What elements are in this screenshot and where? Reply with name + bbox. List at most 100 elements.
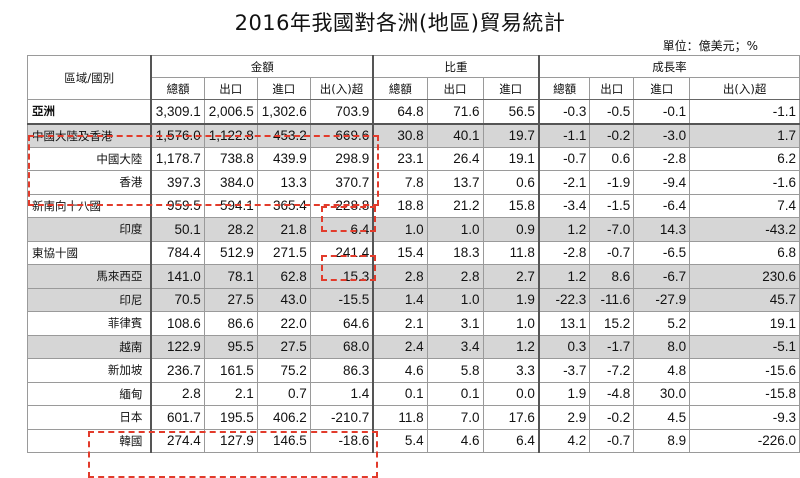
table-row-philippines: 菲律賓 108.6 86.6 22.0 64.6 2.1 3.1 1.0 13.1 15.2 5.2… — [27, 311, 800, 336]
amount-cell: 594.1 — [203, 193, 258, 218]
growth-cell: -15.6 — [689, 358, 800, 383]
growth-cell: 4.5 — [633, 405, 691, 430]
region-name-cell: 亞洲 — [27, 99, 152, 125]
growth-cell: -7.2 — [589, 358, 635, 383]
growth-cell: -9.4 — [633, 170, 691, 195]
amount-cell: 1.4 — [309, 381, 374, 406]
amount-cell: 298.9 — [309, 146, 374, 171]
amount-cell: 75.2 — [256, 358, 311, 383]
amount-cell: 78.1 — [203, 264, 258, 289]
share-cell: 26.4 — [426, 146, 484, 171]
amount-import-header: 進口 — [256, 77, 311, 100]
share-cell: 1.4 — [372, 287, 428, 312]
share-cell: 4.6 — [372, 358, 428, 383]
amount-cell: 28.2 — [203, 217, 258, 242]
growth-cell: -15.8 — [689, 381, 800, 406]
growth-cell: -6.5 — [633, 240, 691, 265]
growth-group-header: 成長率 — [537, 55, 800, 78]
growth-cell: 30.0 — [633, 381, 691, 406]
region-name-cell: 新南向十八國 — [27, 193, 152, 218]
amount-cell: 397.3 — [150, 170, 205, 195]
share-cell: 0.1 — [426, 381, 484, 406]
share-cell: 1.2 — [482, 334, 540, 359]
amount-cell: 274.4 — [150, 428, 205, 453]
growth-cell: -2.8 — [537, 240, 591, 265]
amount-cell: 365.4 — [256, 193, 311, 218]
share-cell: 17.6 — [482, 405, 540, 430]
table-row-myanmar: 緬甸 2.8 2.1 0.7 1.4 0.1 0.1 0.0 1.9 -4.8 30.0 -15.8 — [27, 381, 800, 406]
share-cell: 5.4 — [372, 428, 428, 453]
share-cell: 1.0 — [482, 311, 540, 336]
amount-cell: 1,178.7 — [150, 146, 205, 171]
share-cell: 1.9 — [482, 287, 540, 312]
share-import-header: 進口 — [482, 77, 540, 100]
growth-cell: 6.8 — [689, 240, 800, 265]
growth-cell: 1.2 — [537, 217, 591, 242]
table-row-vietnam: 越南 122.9 95.5 27.5 68.0 2.4 3.4 1.2 0.3 -1.7 8.0 -5… — [27, 334, 800, 359]
amount-cell: 784.4 — [150, 240, 205, 265]
growth-cell: 4.2 — [537, 428, 591, 453]
growth-cell: -4.8 — [589, 381, 635, 406]
amount-cell: -15.5 — [309, 287, 374, 312]
growth-cell: 8.9 — [633, 428, 691, 453]
growth-cell: -0.1 — [633, 99, 691, 125]
amount-cell: 68.0 — [309, 334, 374, 359]
growth-cell: -0.2 — [589, 123, 635, 148]
growth-cell: 7.4 — [689, 193, 800, 218]
amount-cell: 64.6 — [309, 311, 374, 336]
growth-cell: -6.7 — [633, 264, 691, 289]
share-cell: 5.8 — [426, 358, 484, 383]
amount-cell: 50.1 — [150, 217, 205, 242]
amount-cell: 6.4 — [309, 217, 374, 242]
region-name-cell: 新加坡 — [27, 358, 152, 383]
share-cell: 6.4 — [482, 428, 540, 453]
region-name-cell: 香港 — [27, 170, 152, 195]
growth-cell: -27.9 — [633, 287, 691, 312]
share-cell: 56.5 — [482, 99, 540, 125]
region-name-cell: 日本 — [27, 405, 152, 430]
share-group-header: 比重 — [372, 55, 540, 78]
table-row-japan: 日本 601.7 195.5 406.2 -210.7 11.8 7.0 17.6 2.9 -0.… — [27, 405, 800, 430]
share-cell: 15.8 — [482, 193, 540, 218]
growth-export-header: 出口 — [589, 77, 635, 100]
amount-cell: 21.8 — [256, 217, 311, 242]
share-cell: 1.0 — [372, 217, 428, 242]
growth-cell: -1.6 — [689, 170, 800, 195]
growth-balance-header: 出(入)超 — [689, 77, 800, 100]
table-row-new-southbound-18: 新南向十八國 959.5 594.1 365.4 228.8 18.8 21.2 15.8 -3… — [27, 193, 800, 218]
amount-cell: 13.3 — [256, 170, 311, 195]
amount-cell: 669.6 — [309, 123, 374, 148]
growth-cell: -3.0 — [633, 123, 691, 148]
share-cell: 18.8 — [372, 193, 428, 218]
region-name-cell: 越南 — [27, 334, 152, 359]
amount-cell: 2.1 — [203, 381, 258, 406]
growth-cell: -6.4 — [633, 193, 691, 218]
amount-cell: 2.8 — [150, 381, 205, 406]
growth-cell: 230.6 — [689, 264, 800, 289]
growth-cell: 14.3 — [633, 217, 691, 242]
region-name-cell: 中國大陸及香港 — [27, 123, 152, 148]
table-row-malaysia: 馬來西亞 141.0 78.1 62.8 15.3 2.8 2.8 2.7 1.2 8.6 -6.7… — [27, 264, 800, 289]
growth-cell: 0.3 — [537, 334, 591, 359]
amount-cell: 236.7 — [150, 358, 205, 383]
region-name-cell: 印度 — [27, 217, 152, 242]
share-cell: 0.9 — [482, 217, 540, 242]
growth-cell: 1.9 — [537, 381, 591, 406]
table-row-singapore: 新加坡 236.7 161.5 75.2 86.3 4.6 5.8 3.3 -3.7 -7.2 4.… — [27, 358, 800, 383]
amount-cell: 70.5 — [150, 287, 205, 312]
amount-cell: 22.0 — [256, 311, 311, 336]
amount-total-header: 總額 — [150, 77, 205, 100]
amount-cell: 512.9 — [203, 240, 258, 265]
amount-cell: 1,302.6 — [256, 99, 311, 125]
growth-cell: -0.7 — [589, 240, 635, 265]
share-cell: 30.8 — [372, 123, 428, 148]
region-name-cell: 韓國 — [27, 428, 152, 453]
table-row-india: 印度 50.1 28.2 21.8 6.4 1.0 1.0 0.9 1.2 -7.0 14.3 -43… — [27, 217, 800, 242]
share-cell: 1.0 — [426, 217, 484, 242]
region-name-cell: 印尼 — [27, 287, 152, 312]
share-cell: 64.8 — [372, 99, 428, 125]
share-cell: 11.8 — [482, 240, 540, 265]
growth-cell: -11.6 — [589, 287, 635, 312]
share-cell: 0.0 — [482, 381, 540, 406]
share-cell: 15.4 — [372, 240, 428, 265]
